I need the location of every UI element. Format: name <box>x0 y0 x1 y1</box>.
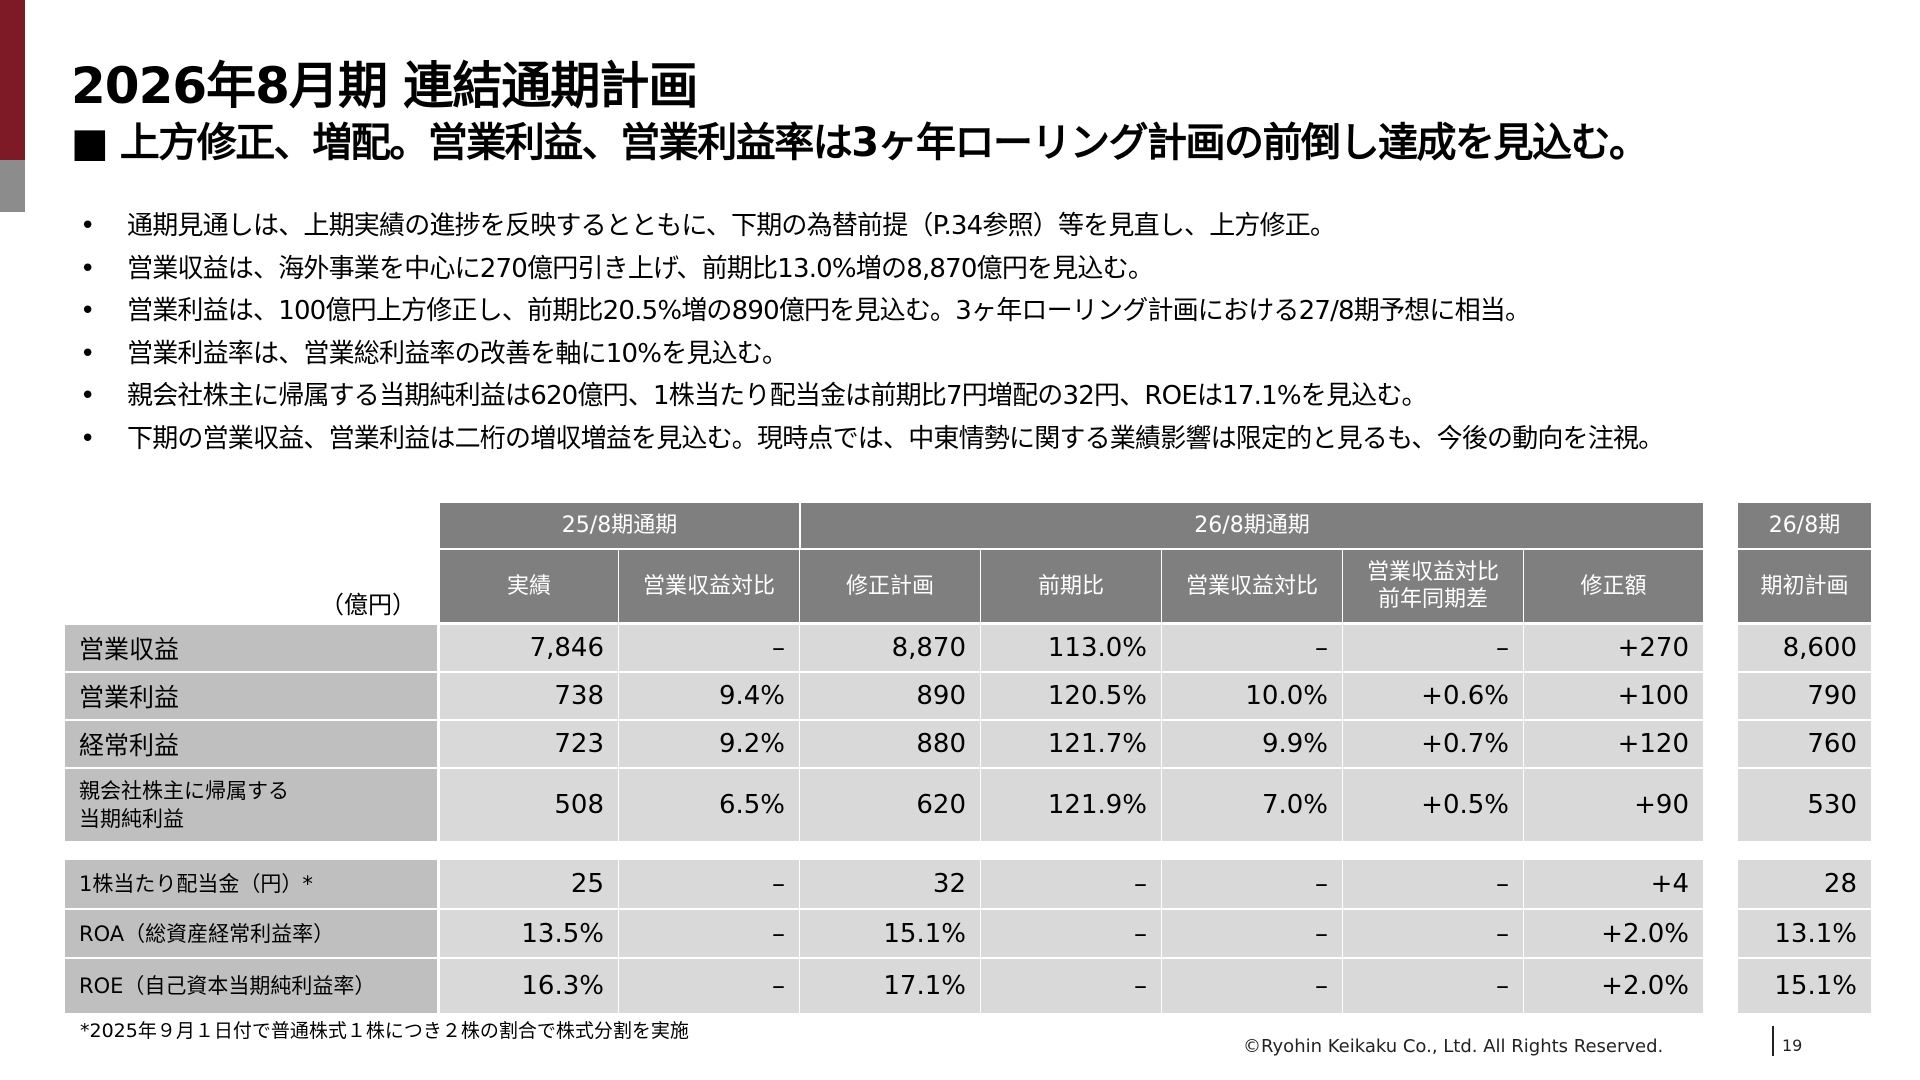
group-header: 26/8期通期 <box>801 503 1703 548</box>
bullet-item: • 親会社株主に帰属する当期純利益は620億円、1株当たり配当金は前期比7円増配の… <box>80 381 1428 411</box>
footnote: *2025年９月１日付で普通株式１株につき２株の割合で株式分割を実施 <box>80 1020 689 1042</box>
table-cell: – <box>1162 625 1342 671</box>
row-label: 親会社株主に帰属する 当期純利益 <box>65 769 437 841</box>
row-label: 経常利益 <box>65 721 437 767</box>
bullet-item: • 通期見通しは、上期実績の進捗を反映するとともに、下期の為替前提（P.34参照）… <box>80 211 1336 241</box>
table-cell: 15.1% <box>1738 959 1871 1013</box>
table-cell: – <box>1343 625 1523 671</box>
bullet-list: • 通期見通しは、上期実績の進捗を反映するとともに、下期の為替前提（P.34参照）… <box>80 205 1880 460</box>
table-cell: – <box>981 910 1161 957</box>
row-label: 営業収益 <box>65 625 437 671</box>
column-header: 期初計画 <box>1738 550 1871 622</box>
table-cell: 32 <box>800 860 980 908</box>
table-cell: 6.5% <box>619 769 799 841</box>
table-cell: +4 <box>1524 860 1703 908</box>
column-header: 実績 <box>440 550 618 622</box>
copyright: ©Ryohin Keikaku Co., Ltd. All Rights Res… <box>1243 1036 1664 1057</box>
column-header: 営業収益対比 前年同期差 <box>1343 550 1523 622</box>
table-cell: – <box>981 860 1161 908</box>
table-cell: 25 <box>440 860 618 908</box>
table-cell: 723 <box>440 721 618 767</box>
table-cell: – <box>1162 910 1342 957</box>
table-cell: +270 <box>1524 625 1703 671</box>
table-cell: 738 <box>440 673 618 719</box>
bullet-item: • 営業収益は、海外事業を中心に270億円引き上げ、前期比13.0%増の8,870… <box>80 253 1154 284</box>
table-cell: 121.9% <box>981 769 1161 841</box>
table-cell: – <box>1162 860 1342 908</box>
table-cell: +90 <box>1524 769 1703 841</box>
table-cell: 121.7% <box>981 721 1161 767</box>
table-cell: 15.1% <box>800 910 980 957</box>
table-cell: 9.2% <box>619 721 799 767</box>
table-cell: +2.0% <box>1524 959 1703 1013</box>
row-label: 1株当たり配当金（円）* <box>65 860 437 908</box>
table-cell: +0.7% <box>1343 721 1523 767</box>
table-cell: – <box>1343 860 1523 908</box>
bullet-item: • 下期の営業収益、営業利益は二桁の増収増益を見込む。現時点では、中東情勢に関する… <box>80 423 1664 454</box>
table-cell: 880 <box>800 721 980 767</box>
table-cell: 13.5% <box>440 910 618 957</box>
table-cell: 8,600 <box>1738 625 1871 671</box>
table-cell: – <box>1343 910 1523 957</box>
group-header: 26/8期 <box>1738 503 1871 548</box>
accent-bar-gray <box>0 160 25 212</box>
row-label: ROE（自己資本当期純利益率） <box>65 959 437 1013</box>
table-cell: 8,870 <box>800 625 980 671</box>
table-cell: 7.0% <box>1162 769 1342 841</box>
column-header: 修正計画 <box>800 550 980 622</box>
table-cell: +2.0% <box>1524 910 1703 957</box>
table-cell: 7,846 <box>440 625 618 671</box>
table-cell: – <box>981 959 1161 1013</box>
table-cell: 530 <box>1738 769 1871 841</box>
row-label: ROA（総資産経常利益率） <box>65 910 437 957</box>
table-cell: 13.1% <box>1738 910 1871 957</box>
row-label: 営業利益 <box>65 673 437 719</box>
table-cell: 508 <box>440 769 618 841</box>
table-cell: +120 <box>1524 721 1703 767</box>
table-cell: +0.6% <box>1343 673 1523 719</box>
table-cell: +100 <box>1524 673 1703 719</box>
column-header: 前期比 <box>981 550 1161 622</box>
unit-label: （億円） <box>320 591 416 619</box>
table-cell: +0.5% <box>1343 769 1523 841</box>
table-cell: – <box>619 860 799 908</box>
table-cell: 113.0% <box>981 625 1161 671</box>
page-number: 19 <box>1782 1036 1803 1055</box>
table-cell: 17.1% <box>800 959 980 1013</box>
table-cell: – <box>1162 959 1342 1013</box>
column-header: 営業収益対比 <box>619 550 799 622</box>
table-cell: 9.9% <box>1162 721 1342 767</box>
page-title: 2026年8月期 連結通期計画 <box>71 57 698 115</box>
bullet-item: • 営業利益率は、営業総利益率の改善を軸に10%を見込む。 <box>80 338 788 369</box>
page-divider <box>1772 1026 1774 1056</box>
table-cell: 10.0% <box>1162 673 1342 719</box>
column-header: 営業収益対比 <box>1162 550 1342 622</box>
table-cell: – <box>1343 959 1523 1013</box>
table-cell: 28 <box>1738 860 1871 908</box>
bullet-item: • 営業利益は、100億円上方修正し、前期比20.5%増の890億円を見込む。3ヶ… <box>80 296 1531 326</box>
table-cell: 120.5% <box>981 673 1161 719</box>
column-header: 修正額 <box>1524 550 1703 622</box>
table-cell: 890 <box>800 673 980 719</box>
accent-bar <box>0 0 25 160</box>
table-cell: 620 <box>800 769 980 841</box>
table-cell: – <box>619 959 799 1013</box>
table-cell: 760 <box>1738 721 1871 767</box>
page-subtitle: ■ 上方修正、増配。営業利益、営業利益率は3ヶ年ローリング計画の前倒し達成を見込… <box>71 120 1649 166</box>
table-cell: 16.3% <box>440 959 618 1013</box>
table-cell: 790 <box>1738 673 1871 719</box>
group-header: 25/8期通期 <box>440 503 799 548</box>
table-cell: – <box>619 910 799 957</box>
table-cell: – <box>619 625 799 671</box>
table-cell: 9.4% <box>619 673 799 719</box>
